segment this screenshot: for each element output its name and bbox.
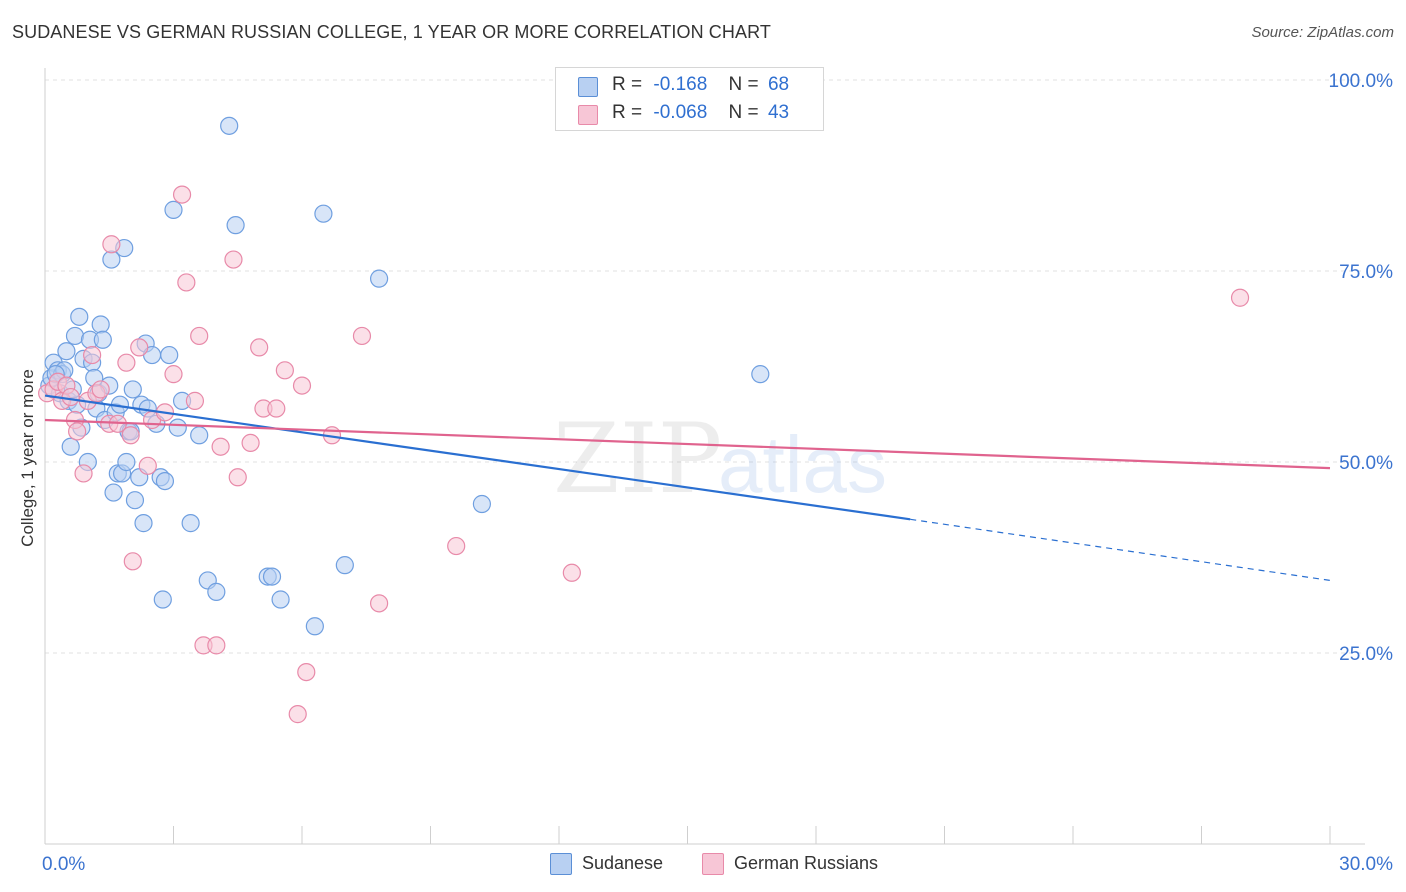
point-german-russians — [117, 353, 136, 372]
point-sudanese — [134, 514, 153, 533]
point-german-russians — [74, 464, 93, 483]
point-sudanese — [335, 556, 354, 575]
point-german-russians — [1230, 288, 1250, 307]
legend-r-label: R = — [612, 74, 643, 95]
point-german-russians — [224, 250, 243, 269]
chart-title: SUDANESE VS GERMAN RUSSIAN COLLEGE, 1 YE… — [12, 22, 771, 42]
point-german-russians — [121, 426, 140, 445]
y-tick-label: 75.0% — [1339, 262, 1393, 283]
point-sudanese — [117, 452, 136, 472]
series-label-sudanese: Sudanese — [582, 853, 664, 873]
point-german-russians — [68, 422, 87, 441]
point-german-russians — [250, 338, 269, 357]
point-german-russians — [275, 361, 294, 380]
point-german-russians — [130, 338, 149, 357]
point-sudanese — [472, 494, 491, 514]
trend-lines — [44, 394, 1331, 582]
point-sudanese — [305, 617, 324, 636]
legend-n-value: 43 — [767, 102, 790, 123]
point-german-russians — [177, 273, 196, 292]
point-german-russians — [190, 326, 209, 346]
point-german-russians — [83, 345, 102, 365]
point-german-russians — [352, 326, 372, 346]
point-german-russians — [185, 391, 205, 410]
point-german-russians — [91, 380, 110, 399]
point-sudanese — [104, 483, 123, 502]
point-german-russians — [123, 552, 142, 571]
series-swatch-german-russians — [702, 853, 724, 875]
point-sudanese — [155, 472, 175, 491]
trend-line-sudanese — [44, 394, 911, 521]
legend-r-value: -0.168 — [653, 74, 708, 95]
point-sudanese — [370, 269, 389, 288]
series-label-german-russians: German Russians — [734, 853, 879, 873]
point-sudanese — [220, 116, 239, 135]
point-german-russians — [297, 662, 316, 682]
watermark-zip: ZIP — [553, 403, 722, 515]
point-sudanese — [102, 250, 121, 269]
legend-r-value: -0.068 — [653, 102, 708, 123]
y-axis-label: College, 1 year or more — [18, 369, 37, 547]
point-sudanese — [207, 582, 226, 601]
point-sudanese — [181, 514, 200, 533]
point-sudanese — [70, 307, 89, 326]
data-points — [38, 116, 1250, 724]
point-german-russians — [370, 594, 389, 613]
point-sudanese — [160, 345, 179, 365]
point-german-russians — [138, 456, 157, 475]
y-tick-label: 50.0% — [1339, 453, 1393, 474]
point-sudanese — [262, 567, 282, 586]
point-sudanese — [190, 426, 209, 445]
point-german-russians — [61, 387, 80, 407]
legend-swatch-german-russians — [578, 105, 598, 125]
point-sudanese — [153, 590, 172, 609]
point-sudanese — [91, 315, 110, 334]
point-german-russians — [288, 705, 307, 724]
legend-n-label: N = — [728, 74, 759, 95]
point-german-russians — [267, 399, 286, 418]
point-sudanese — [61, 437, 80, 456]
point-german-russians — [211, 437, 230, 456]
point-sudanese — [226, 216, 245, 235]
legend-n-value: 68 — [767, 74, 790, 95]
point-german-russians — [562, 563, 581, 582]
legend-r-label: R = — [612, 102, 643, 123]
point-sudanese — [93, 330, 112, 349]
legend-n-label: N = — [728, 102, 759, 123]
point-german-russians — [207, 636, 226, 655]
point-german-russians — [241, 433, 260, 452]
point-sudanese — [125, 491, 145, 510]
chart-source: Source: ZipAtlas.com — [1251, 24, 1394, 41]
stats-legend: R = -0.168 N = 68 R = -0.068 N = 43 — [555, 67, 824, 131]
point-german-russians — [228, 468, 247, 487]
point-sudanese — [123, 380, 142, 399]
point-german-russians — [447, 536, 466, 556]
point-sudanese — [314, 204, 333, 223]
legend-swatch-sudanese — [578, 77, 598, 97]
trend-line-german-russians — [44, 418, 1331, 470]
point-sudanese — [65, 326, 85, 346]
x-tick-label: 30.0% — [1339, 854, 1393, 875]
point-sudanese — [57, 342, 76, 361]
point-german-russians — [164, 365, 183, 384]
trend-line-sudanese-extension — [910, 518, 1331, 582]
y-tick-label: 100.0% — [1329, 71, 1394, 92]
x-tick-label: 0.0% — [42, 854, 85, 875]
point-sudanese — [168, 418, 187, 437]
watermark-atlas: atlas — [718, 420, 887, 509]
tick-labels: 100.0% 75.0% 50.0% 25.0% 0.0% 30.0% — [42, 71, 1393, 875]
point-german-russians — [102, 235, 121, 254]
watermark: ZIP atlas — [553, 403, 887, 515]
point-sudanese — [751, 365, 770, 384]
point-german-russians — [172, 185, 192, 204]
series-swatch-sudanese — [550, 853, 572, 875]
axes — [44, 68, 1365, 845]
gridlines — [45, 79, 1365, 654]
y-tick-label: 25.0% — [1339, 644, 1393, 665]
point-sudanese — [164, 200, 183, 219]
point-sudanese — [271, 590, 290, 609]
point-german-russians — [292, 376, 312, 395]
